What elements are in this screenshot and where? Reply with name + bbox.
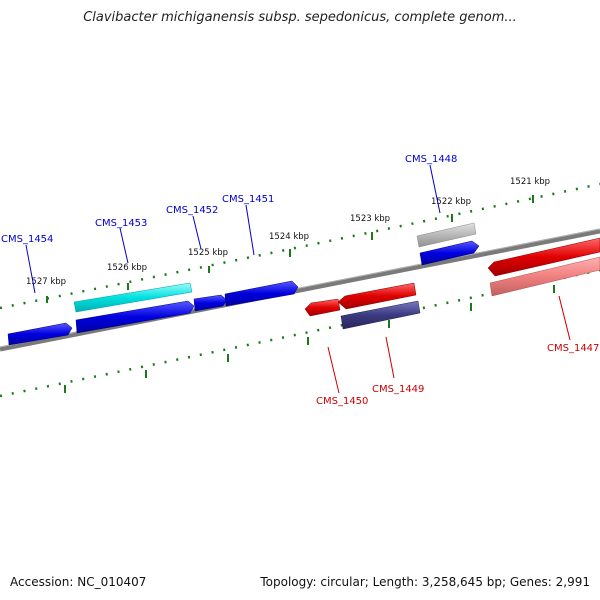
genome-summary-text: Topology: circular; Length: 3,258,645 bp… <box>260 575 590 589</box>
gene-cms-1454-arrow <box>7 322 73 346</box>
leader-cms-1451 <box>245 204 255 256</box>
outer-tick-ring <box>0 182 600 310</box>
gene-cms-1451-arrow <box>224 280 299 307</box>
leader-cms-1454 <box>25 244 36 294</box>
scale-label-1523: 1523 kbp <box>350 214 390 224</box>
gene-label-cms-1448: CMS_1448 <box>405 154 457 165</box>
gene-cms-1450-arrow <box>304 298 341 317</box>
scale-label-1522: 1522 kbp <box>431 197 471 207</box>
gene-label-cms-1451: CMS_1451 <box>222 194 274 205</box>
genome-backbone <box>0 228 600 352</box>
leader-cms-1452 <box>192 215 202 250</box>
scale-label-1526: 1526 kbp <box>107 263 147 273</box>
inner-major-ticks <box>64 285 555 393</box>
scale-label-1525: 1525 kbp <box>188 248 228 258</box>
gene-cms-1452-arrow <box>193 294 228 312</box>
feature-pink <box>489 256 600 297</box>
feature-gray <box>416 222 477 248</box>
gene-label-cms-1449: CMS_1449 <box>372 384 424 395</box>
feature-cyan <box>73 282 193 313</box>
gene-label-cms-1454: CMS_1454 <box>1 234 53 245</box>
gene-label-cms-1452: CMS_1452 <box>166 205 218 216</box>
leader-cms-1453 <box>119 227 129 264</box>
feature-purple <box>340 300 421 330</box>
outer-major-ticks <box>46 195 534 303</box>
map-title: Clavibacter michiganensis subsp. sepedon… <box>83 10 517 25</box>
leader-cms-1447 <box>558 295 571 341</box>
gene-cms-1449-arrow <box>337 282 417 310</box>
gene-cms-1447-arrow <box>487 237 600 277</box>
gene-label-cms-1450: CMS_1450 <box>316 396 368 407</box>
accession-text: Accession: NC_010407 <box>10 575 147 589</box>
gene-label-cms-1447: CMS_1447 <box>547 343 599 354</box>
leader-cms-1448 <box>429 164 441 214</box>
gene-cms-1453-arrow <box>75 300 195 334</box>
leader-cms-1449 <box>385 336 395 379</box>
inner-tick-ring <box>0 268 600 398</box>
scale-label-1524: 1524 kbp <box>269 232 309 242</box>
scale-label-1527: 1527 kbp <box>26 277 66 287</box>
scale-label-1521: 1521 kbp <box>510 177 550 187</box>
gene-label-cms-1453: CMS_1453 <box>95 218 147 229</box>
gene-cms-1448-arrow <box>419 240 480 266</box>
leader-cms-1450 <box>327 346 340 394</box>
